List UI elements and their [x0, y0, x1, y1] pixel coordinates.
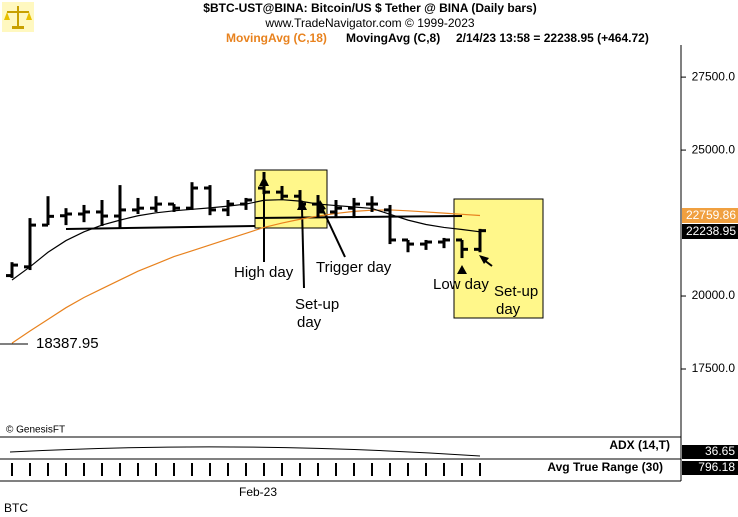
- trend-line: [65, 225, 256, 230]
- indicator-name: Avg True Range (30): [547, 460, 663, 474]
- atr-ticks: [11, 463, 481, 476]
- value-box: [682, 461, 738, 475]
- moving-average: [11, 209, 481, 344]
- logo: [2, 2, 34, 32]
- annotation: Set-up: [494, 283, 538, 300]
- legend-entry: MovingAvg (C,18): [226, 31, 327, 45]
- symbol: BTC: [4, 501, 28, 515]
- indicator-name: ADX (14,T): [609, 438, 670, 452]
- annotation: Trigger day: [316, 259, 392, 276]
- trend-line: [254, 215, 463, 219]
- y-tick-label: 25000.0: [692, 142, 736, 156]
- annotation: Low day: [433, 276, 489, 293]
- adx-line: [9, 446, 481, 457]
- ma-last-label: 22759.86: [686, 208, 736, 222]
- readout: 2/14/23 13:58 = 22238.95 (+464.72): [456, 31, 649, 45]
- indicator-value: 796.18: [698, 460, 735, 474]
- chart-subtitle: www.TradeNavigator.com © 1999-2023: [264, 16, 474, 30]
- annotation: day: [496, 301, 521, 318]
- x-tick-label: Feb-23: [239, 485, 277, 499]
- annotation: day: [297, 314, 322, 331]
- annotation: Set-up: [295, 296, 339, 313]
- annotation: High day: [234, 264, 294, 281]
- credit: © GenesisFT: [6, 425, 65, 436]
- indicator-value: 36.65: [705, 444, 735, 458]
- y-tick-label: 27500.0: [692, 69, 736, 83]
- legend-entry: MovingAvg (C,8): [346, 31, 440, 45]
- value-box: [682, 208, 738, 223]
- value-box: [682, 445, 738, 459]
- chart-title: $BTC-UST@BINA: Bitcoin/US $ Tether @ BIN…: [203, 1, 536, 15]
- value-label: 18387.95: [36, 335, 99, 352]
- highlight-box: [254, 169, 328, 229]
- y-tick-label: 17500.0: [692, 361, 736, 375]
- close-last-label: 22238.95: [686, 224, 736, 238]
- highlight-box: [453, 198, 544, 319]
- y-tick-label: 20000.0: [692, 288, 736, 302]
- value-box: [682, 224, 738, 239]
